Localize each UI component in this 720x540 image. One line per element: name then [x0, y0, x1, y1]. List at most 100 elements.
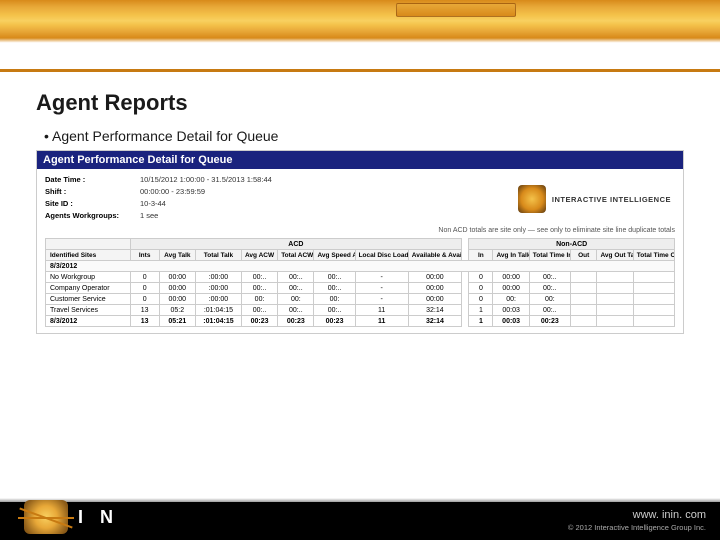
report-meta: Date Time : 10/15/2012 1:00:00 - 31.5/20… — [37, 169, 683, 225]
cell: 0 — [130, 294, 159, 305]
cell: 00:.. — [278, 283, 314, 294]
cell — [633, 272, 674, 283]
cell: - — [355, 272, 408, 283]
row-label: Travel Services — [46, 305, 131, 316]
col-avgouttalk: Avg Out Talk — [597, 250, 633, 261]
report-logo-text: Interactive Intelligence — [552, 195, 671, 204]
cell — [570, 272, 597, 283]
cell: 00:.. — [241, 305, 277, 316]
meta-shift-label: Shift : — [45, 187, 140, 196]
cell: :01:04:15 — [195, 305, 241, 316]
col-in: In — [469, 250, 493, 261]
sunburst-icon — [518, 185, 546, 213]
footer-copyright: © 2012 Interactive Intelligence Group In… — [568, 523, 706, 532]
report-logo: Interactive Intelligence — [518, 175, 675, 223]
cell: 00:.. — [529, 305, 570, 316]
row-label: Customer Service — [46, 294, 131, 305]
report-container: Agent Performance Detail for Queue Date … — [36, 150, 684, 334]
cell: 00: — [314, 294, 355, 305]
cell: 1 — [469, 305, 493, 316]
cell: 00:00 — [159, 283, 195, 294]
cell: 00:.. — [278, 305, 314, 316]
cell — [633, 294, 674, 305]
cell: 32:14 — [408, 305, 461, 316]
cell: 11 — [355, 305, 408, 316]
cell: :00:00 — [195, 272, 241, 283]
report-title-bar: Agent Performance Detail for Queue — [37, 151, 683, 169]
meta-agents-value: 1 see — [140, 211, 158, 220]
column-header-row: Identified Sites Ints Avg Talk Total Tal… — [46, 250, 675, 261]
meta-shift-value: 00:00:00 - 23:59:59 — [140, 187, 205, 196]
cell: :00:00 — [195, 283, 241, 294]
col-available: Available & Available — [408, 250, 461, 261]
col-out: Out — [570, 250, 597, 261]
cell: 0 — [469, 283, 493, 294]
meta-datetime-label: Date Time : — [45, 175, 140, 184]
cell: 00:.. — [314, 283, 355, 294]
col-totaltimeout: Total Time Out — [633, 250, 674, 261]
footer-logo: I N — [24, 500, 119, 534]
cell: 0 — [469, 272, 493, 283]
table-row: Travel Services1305:2:01:04:1500:..00:..… — [46, 305, 675, 316]
report-table: ACD Non-ACD Identified Sites Ints Avg Ta… — [45, 238, 675, 327]
cell — [597, 272, 633, 283]
footer-url: www. inin. com — [568, 509, 706, 521]
col-totaltalk: Total Talk — [195, 250, 241, 261]
cell: 00:00 — [408, 283, 461, 294]
acd-section-header: ACD — [130, 239, 461, 250]
cell: 00:00 — [493, 283, 529, 294]
cell: :00:00 — [195, 294, 241, 305]
table-total-row: 8/3/2012 13 05:21 :01:04:15 00:23 00:23 … — [46, 316, 675, 327]
cell: 00:00 — [493, 272, 529, 283]
cell: 00:00 — [408, 272, 461, 283]
cell: - — [355, 283, 408, 294]
col-totaltimein: Total Time In — [529, 250, 570, 261]
cell: 00: — [278, 294, 314, 305]
cell: 00:.. — [529, 272, 570, 283]
cell: 00:00 — [159, 294, 195, 305]
footer-brand-text: I N — [78, 507, 119, 528]
sunburst-icon — [24, 500, 68, 534]
cell — [570, 305, 597, 316]
row-label: Company Operator — [46, 283, 131, 294]
meta-datetime-value: 10/15/2012 1:00:00 - 31.5/2013 1:58:44 — [140, 175, 272, 184]
nonacd-section-header: Non-ACD — [469, 239, 675, 250]
cell: 0 — [130, 272, 159, 283]
cell — [597, 283, 633, 294]
col-localdisc: Local Disc Load Ratio — [355, 250, 408, 261]
date-header-cell: 8/3/2012 — [46, 261, 675, 272]
cell: 00: — [493, 294, 529, 305]
cell: 00:.. — [278, 272, 314, 283]
col-avgacw: Avg ACW — [241, 250, 277, 261]
table-row: No Workgroup000:00:00:0000:..00:..00:..-… — [46, 272, 675, 283]
cell — [570, 294, 597, 305]
col-avgspeed: Avg Speed Ans — [314, 250, 355, 261]
row-label: No Workgroup — [46, 272, 131, 283]
cell: 0 — [130, 283, 159, 294]
col-avgtalk: Avg Talk — [159, 250, 195, 261]
cell — [597, 305, 633, 316]
cell: 00:.. — [314, 272, 355, 283]
slide-top-band — [0, 0, 720, 72]
cell: 00:.. — [529, 283, 570, 294]
cell: 00:00 — [408, 294, 461, 305]
meta-siteid-value: 10-3-44 — [140, 199, 166, 208]
slide-bullet: • Agent Performance Detail for Queue — [36, 128, 684, 144]
cell: 0 — [469, 294, 493, 305]
slide-title: Agent Reports — [36, 90, 684, 116]
meta-siteid-label: Site ID : — [45, 199, 140, 208]
cell: 00:.. — [314, 305, 355, 316]
report-note: Non ACD totals are site only — see only … — [37, 225, 683, 238]
col-ints: Ints — [130, 250, 159, 261]
col-avgintalk: Avg In Talk — [493, 250, 529, 261]
cell: 00: — [529, 294, 570, 305]
meta-agents-label: Agents Workgroups: — [45, 211, 140, 220]
top-accent-chip — [396, 3, 516, 17]
cell: - — [355, 294, 408, 305]
cell: 00:03 — [493, 305, 529, 316]
cell: 05:2 — [159, 305, 195, 316]
slide-body: Agent Reports • Agent Performance Detail… — [0, 72, 720, 334]
date-header-row: 8/3/2012 — [46, 261, 675, 272]
section-header-row: ACD Non-ACD — [46, 239, 675, 250]
cell: 00:00 — [159, 272, 195, 283]
